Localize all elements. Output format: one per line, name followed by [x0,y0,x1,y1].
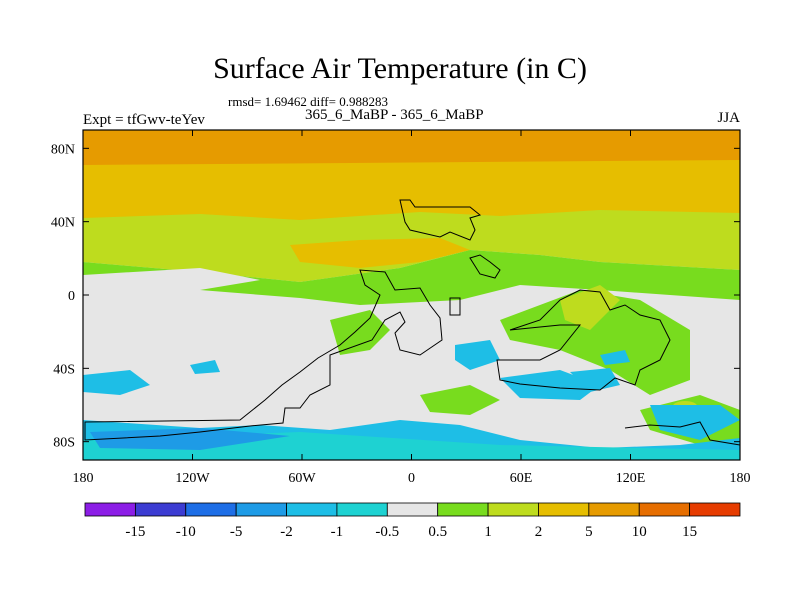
colorbar-label: 15 [682,524,697,540]
y-tick-label: 80N [51,142,75,157]
x-tick-label: 120W [175,471,210,486]
colorbar-label: -5 [230,524,243,540]
colorbar-swatch [386,502,439,517]
season-label: JJA [717,110,740,126]
blue-patch-sw [83,370,150,395]
colorbar-label: -0.5 [375,524,399,540]
y-tick-label: 40N [51,216,75,231]
land-outline-east [496,289,671,391]
colorbar-labels: -15 -10 -5 -2 -1 -0.5 0.5 1 2 5 10 15 [125,524,697,540]
colorbar-swatch [235,502,287,517]
x-tick-labels: 180 120W 60W 0 60E 120E 180 [73,471,751,486]
colorbar-swatch [286,502,338,517]
colorbar-label: 0.5 [428,524,447,540]
x-tick-label: 60W [288,471,316,486]
stats-line: rmsd= 1.69462 diff= 0.988283 [228,94,388,109]
chart-subtitle: 365_6_MaBP - 365_6_MaBP [305,107,484,123]
y-tick-labels: 80N 40N 0 40S 80S [51,142,75,450]
band-orange-patch [290,238,470,268]
y-ticks [83,147,740,443]
colorbar-swatch [538,502,590,517]
colorbar-label: 1 [484,524,492,540]
experiment-label: Expt = tfGwv-teYev [83,112,205,128]
colorbar-label: -15 [125,524,145,540]
colorbar-swatch [134,502,187,517]
y-tick-label: 40S [53,362,75,377]
colorbar-label: -1 [331,524,344,540]
y-tick-label: 80S [53,436,75,451]
colorbar-swatch [437,502,489,517]
x-tick-label: 0 [408,471,415,486]
y-tick-label: 0 [68,289,75,304]
land-outline-eurasia-north [399,199,482,241]
colorbar-swatch [487,502,539,517]
colorbar-label: 5 [585,524,593,540]
green-patch-west [330,310,390,355]
x-tick-label: 120E [616,471,646,486]
x-tick-label: 60E [510,471,533,486]
colorbar-swatch [689,502,741,517]
colorbar-swatch [185,502,237,517]
x-tick-label: 180 [730,471,751,486]
colorbar-label: -10 [176,524,196,540]
land-outline-south [84,269,443,441]
colorbar-swatch [638,502,691,517]
x-ticks [82,130,741,460]
colorbar-swatch [336,502,388,517]
x-tick-label: 180 [73,471,94,486]
colorbar [84,502,741,517]
colorbar-label: 10 [632,524,647,540]
chart-title: Surface Air Temperature (in C) [213,52,587,85]
map-field [83,130,740,460]
colorbar-label: 2 [535,524,543,540]
colorbar-label: -2 [280,524,293,540]
colorbar-swatch [84,502,136,517]
band-north-mid [83,160,740,222]
colorbar-swatch [588,502,640,517]
band-tropic-green [83,250,740,305]
